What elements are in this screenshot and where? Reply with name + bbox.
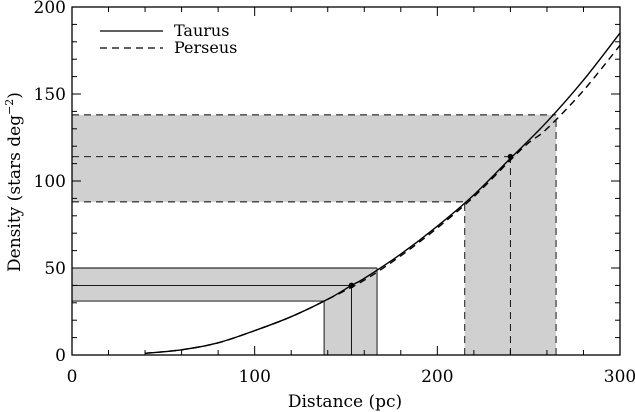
x-tick-label-100: 100	[238, 367, 270, 387]
marked-point-taurus	[348, 282, 355, 289]
x-tick-label-0: 0	[67, 367, 78, 387]
y-tick-label-0: 0	[55, 346, 66, 366]
legend-label-taurus: Taurus	[174, 21, 229, 40]
marked-points	[348, 153, 514, 289]
band-vertical-0	[324, 268, 378, 355]
y-axis-label-exponent: −2	[3, 99, 16, 115]
y-tick-label-200: 200	[34, 0, 66, 18]
legend: Taurus Perseus	[100, 21, 237, 57]
y-axis-label-main: Density (stars deg	[5, 115, 25, 272]
x-tick-label-300: 300	[604, 367, 635, 387]
density-curves	[145, 32, 621, 354]
x-tick-label-200: 200	[421, 367, 453, 387]
x-axis-label: Distance (pc)	[288, 392, 402, 412]
y-tick-label-150: 150	[34, 85, 66, 105]
series-line-perseus	[145, 44, 621, 354]
marked-point-perseus	[507, 153, 514, 160]
y-axis-label: Density (stars deg−2)	[3, 92, 25, 272]
y-tick-label-100: 100	[34, 172, 66, 192]
axis-ticks: 0 100 200 300 0 50 100 150 200	[34, 0, 635, 387]
uncertainty-bands	[72, 114, 557, 355]
legend-label-perseus: Perseus	[174, 38, 237, 57]
y-axis-label-close: )	[5, 92, 25, 99]
y-tick-label-50: 50	[44, 259, 66, 279]
